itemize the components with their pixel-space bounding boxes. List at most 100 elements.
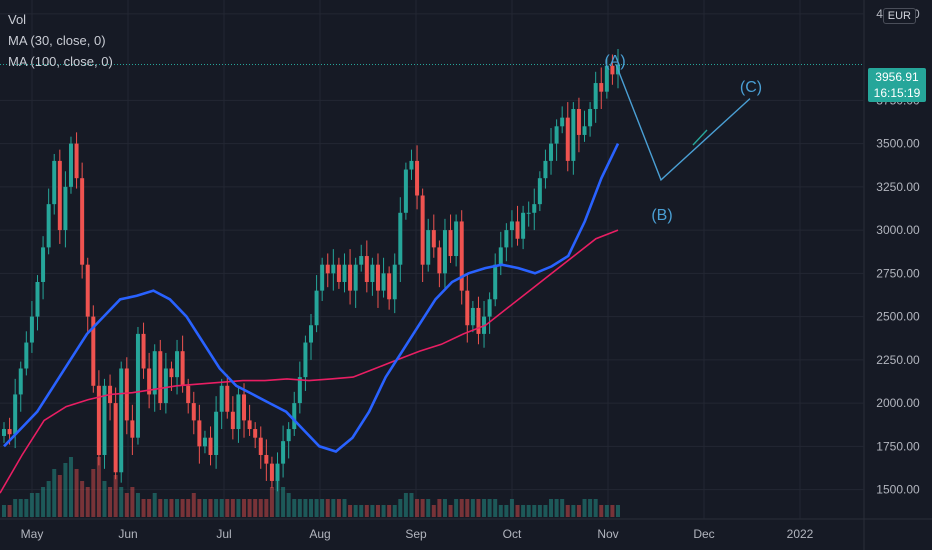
candle-body (208, 437, 213, 455)
volume-bar (169, 499, 174, 517)
volume-bar (230, 499, 235, 517)
volume-bar (415, 499, 420, 517)
volume-bar (604, 505, 609, 517)
candle-body (2, 429, 6, 436)
volume-bar (392, 505, 397, 517)
volume-bar (85, 487, 90, 517)
candle-body (364, 256, 369, 282)
candle-body (141, 333, 146, 369)
candle-body (180, 351, 185, 386)
volume-bar (515, 505, 520, 517)
candle-body (442, 230, 447, 274)
volume-bar (135, 493, 140, 517)
volume-bar (119, 487, 124, 517)
candle-body (236, 394, 241, 430)
volume-bar (487, 499, 492, 517)
candle-body (286, 429, 291, 442)
candle-body (309, 325, 313, 343)
x-tick-label: Sep (405, 527, 427, 541)
candle-body (175, 351, 180, 378)
volume-bar (191, 493, 196, 517)
volume-bar (91, 469, 96, 517)
candle-body (593, 83, 598, 109)
candle-body (459, 221, 464, 291)
volume-bar (163, 499, 168, 517)
volume-bar (353, 505, 358, 517)
candle-body (532, 204, 537, 213)
candle-body (381, 273, 386, 291)
candle-body (448, 230, 453, 257)
candle-body (599, 83, 604, 92)
volume-bar (130, 487, 135, 517)
candle-body (353, 264, 358, 291)
volume-bar (599, 505, 604, 517)
volume-bars (2, 457, 620, 517)
wave-tick-mark (692, 129, 708, 146)
candle-body (269, 463, 274, 481)
candle-body (281, 441, 286, 464)
candle-body (13, 394, 18, 435)
candle-body (409, 160, 414, 170)
volume-bar (264, 499, 269, 517)
volume-bar (560, 499, 565, 517)
volume-bar (7, 505, 12, 517)
ma100-line (0, 229, 619, 494)
legend-ma100[interactable]: MA (100, close, 0) (8, 54, 113, 69)
candle-body (526, 212, 531, 214)
volume-bar (509, 499, 514, 517)
volume-bar (482, 499, 487, 517)
volume-bar (46, 481, 51, 517)
volume-bar (504, 505, 509, 517)
legend-vol[interactable]: Vol (8, 12, 27, 27)
candle-body (258, 437, 263, 455)
volume-bar (113, 475, 118, 517)
moving-averages (0, 143, 620, 494)
volume-bar (152, 493, 157, 517)
candle-body (191, 403, 196, 421)
candle-body (604, 65, 609, 92)
candle-body (102, 385, 107, 455)
candle-body (515, 221, 520, 239)
candle-body (331, 264, 336, 274)
volume-bar (593, 499, 598, 517)
volume-bar (442, 499, 447, 517)
volume-bar (549, 499, 554, 517)
candle-body (52, 160, 57, 205)
legend-ma30[interactable]: MA (30, close, 0) (8, 33, 106, 48)
candle-body (543, 160, 548, 179)
candle-body (521, 212, 526, 239)
y-tick-label: 2500.00 (876, 310, 920, 324)
plot-background (0, 0, 864, 519)
volume-bar (286, 493, 291, 517)
volume-bar (526, 505, 531, 517)
candle-body (565, 117, 570, 161)
candle-body (303, 342, 308, 378)
candle-body (186, 385, 191, 404)
y-tick-label: 2750.00 (876, 266, 920, 280)
volume-bar (269, 487, 274, 517)
candle-body (359, 256, 364, 265)
volume-bar (314, 499, 319, 517)
currency-badge[interactable]: EUR (882, 8, 916, 24)
volume-bar (571, 505, 576, 517)
volume-bar (398, 499, 403, 517)
candle-body (498, 247, 503, 265)
candle-body (537, 178, 542, 205)
volume-bar (616, 505, 620, 517)
volume-bar (582, 499, 587, 517)
candle-body (214, 411, 219, 455)
time-axis-labels: May Jun Jul Aug Sep Oct Nov Dec 2022 (21, 527, 814, 541)
volume-bar (532, 505, 537, 517)
volume-bar (543, 505, 548, 517)
candle-body (292, 403, 297, 430)
candle-body (247, 420, 252, 430)
candle-body (242, 394, 247, 421)
candle-body (7, 429, 12, 435)
volume-bar (275, 481, 280, 517)
volume-bar (370, 505, 375, 517)
y-tick-label: 3250.00 (876, 180, 920, 194)
grid (0, 0, 864, 519)
volume-bar (35, 493, 40, 517)
volume-bar (18, 499, 23, 517)
